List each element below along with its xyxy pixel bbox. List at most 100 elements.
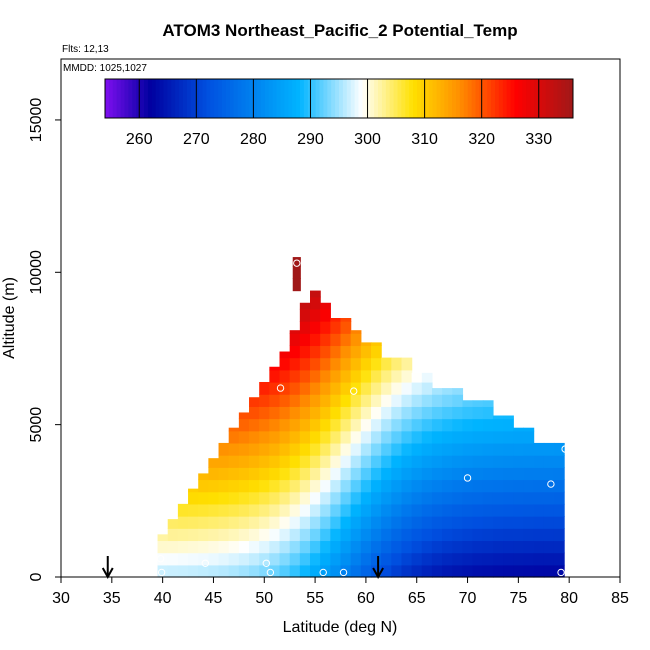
heatmap-cell	[401, 357, 413, 371]
heatmap-cell	[218, 455, 230, 468]
heatmap-cell	[289, 442, 301, 456]
heatmap-cell	[391, 430, 403, 444]
heatmap-cell	[350, 552, 362, 566]
heatmap-cell	[340, 333, 352, 347]
heatmap-cell	[259, 564, 270, 578]
heatmap-cell	[310, 290, 321, 298]
heatmap-cell	[340, 564, 352, 578]
heatmap-cell	[482, 516, 494, 529]
heatmap-cell	[238, 455, 250, 468]
heatmap-cell	[340, 418, 352, 432]
heatmap-cell	[310, 357, 321, 371]
heatmap-cell	[238, 479, 250, 493]
heatmap-cell	[259, 552, 270, 566]
heatmap-cell	[218, 479, 230, 493]
heatmap-cell	[218, 564, 230, 578]
heatmap-cell	[370, 357, 382, 371]
heatmap-cell	[462, 516, 474, 529]
heatmap-cell	[452, 540, 464, 554]
heatmap-cell	[472, 491, 484, 505]
heatmap-cell	[462, 406, 474, 420]
heatmap-cell	[370, 418, 382, 432]
heatmap-cell	[391, 491, 403, 505]
heatmap-cell	[533, 467, 545, 481]
heatmap-cell	[472, 400, 484, 407]
heatmap-cell	[320, 540, 331, 554]
heatmap-cell	[330, 394, 342, 407]
heatmap-cell	[340, 516, 352, 529]
colorbar-segment	[233, 79, 239, 118]
heatmap-cell	[310, 381, 321, 395]
heatmap-cell	[238, 430, 250, 444]
colorbar-segment	[397, 79, 402, 118]
colorbar-segment	[245, 79, 250, 118]
heatmap-cell	[472, 564, 484, 578]
heatmap-cell	[269, 442, 281, 456]
colorbar-segment	[335, 79, 340, 118]
heatmap-cell	[259, 528, 270, 542]
colorbar-segment	[159, 79, 164, 118]
colorbar-segment	[171, 79, 176, 118]
heatmap-cell	[320, 455, 331, 468]
heatmap-cell	[381, 430, 392, 444]
heatmap-cell	[269, 394, 281, 407]
heatmap-cell	[421, 430, 433, 444]
heatmap-cell	[330, 318, 342, 322]
heatmap-cell	[310, 333, 321, 347]
heatmap-cell	[442, 491, 453, 505]
heatmap-cell	[320, 418, 331, 432]
heatmap-cell	[360, 357, 372, 371]
heatmap-cell	[431, 388, 443, 395]
heatmap-cell	[350, 406, 362, 420]
sample-point	[262, 559, 271, 567]
heatmap-cell	[157, 540, 169, 554]
heatmap-cell	[482, 467, 494, 481]
colorbar-segment	[409, 79, 414, 118]
heatmap-cell	[381, 528, 392, 542]
colorbar-segment	[366, 79, 371, 118]
colorbar-segment	[183, 79, 188, 118]
heatmap-cell	[320, 528, 331, 542]
x-tick-label: 30	[52, 590, 70, 607]
heatmap-cell	[370, 516, 382, 529]
heatmap-cell	[350, 330, 362, 334]
heatmap-cell	[177, 503, 189, 517]
heatmap-cell	[269, 406, 281, 420]
heatmap-cell	[299, 302, 311, 310]
colorbar-segment	[206, 79, 211, 118]
heatmap-cell	[238, 442, 250, 456]
heatmap-cell	[269, 564, 281, 578]
colorbar-segment	[116, 79, 122, 118]
dates-label: MMDD: 1025,1027	[63, 63, 147, 74]
heatmap-cell	[381, 467, 392, 481]
colorbar-segment	[498, 79, 504, 118]
heatmap-cell	[249, 442, 260, 456]
heatmap-cell	[198, 528, 209, 542]
heatmap-cell	[289, 552, 301, 566]
colorbar-segment	[553, 79, 558, 118]
heatmap-cell	[320, 369, 331, 383]
colorbar-segment	[288, 79, 293, 118]
heatmap-cell	[289, 516, 301, 529]
heatmap-cell	[391, 394, 403, 407]
heatmap-cell	[299, 540, 311, 554]
plot-frame	[60, 58, 621, 578]
chart-title: ATOM3 Northeast_Pacific_2 Potential_Temp	[162, 21, 517, 40]
heatmap-cell	[370, 491, 382, 505]
heatmap-cell	[279, 516, 291, 529]
heatmap-cell	[472, 455, 484, 468]
heatmap-cell	[228, 540, 240, 554]
heatmap-cell	[411, 372, 423, 383]
heatmap-cell	[330, 357, 342, 371]
colorbar-segment	[354, 79, 359, 118]
heatmap-cell	[310, 455, 321, 468]
heatmap-cell	[360, 503, 372, 517]
heatmap-cell	[431, 442, 443, 456]
heatmap-cell	[553, 479, 565, 493]
heatmap-cell	[442, 528, 453, 542]
heatmap-cell	[299, 552, 311, 566]
heatmap-cell	[218, 442, 230, 456]
heatmap-cell	[279, 467, 291, 481]
heatmap-cell	[310, 394, 321, 407]
heatmap-cell	[533, 503, 545, 517]
